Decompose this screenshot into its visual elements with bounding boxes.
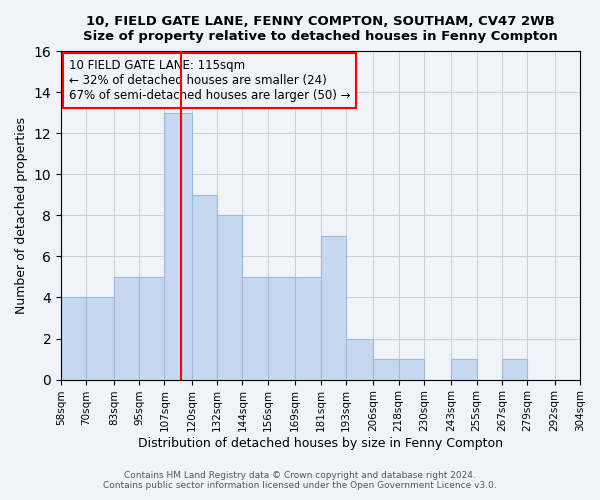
Bar (295, 277, 320, 380)
Bar (398, 359, 424, 380)
Bar (217, 216, 242, 380)
Y-axis label: Number of detached properties: Number of detached properties (15, 117, 28, 314)
Bar (242, 277, 268, 380)
X-axis label: Distribution of detached houses by size in Fenny Compton: Distribution of detached houses by size … (138, 437, 503, 450)
Bar (139, 277, 164, 380)
Text: Contains HM Land Registry data © Crown copyright and database right 2024.
Contai: Contains HM Land Registry data © Crown c… (103, 470, 497, 490)
Bar (451, 359, 476, 380)
Title: 10, FIELD GATE LANE, FENNY COMPTON, SOUTHAM, CV47 2WB
Size of property relative : 10, FIELD GATE LANE, FENNY COMPTON, SOUT… (83, 15, 558, 43)
Bar (502, 359, 527, 380)
Bar (192, 195, 217, 380)
Bar (164, 112, 192, 380)
Bar (268, 277, 295, 380)
Bar (114, 277, 139, 380)
Bar (373, 359, 398, 380)
Bar (346, 338, 373, 380)
Bar (61, 298, 86, 380)
Bar (86, 298, 114, 380)
Bar (320, 236, 346, 380)
Text: 10 FIELD GATE LANE: 115sqm
← 32% of detached houses are smaller (24)
67% of semi: 10 FIELD GATE LANE: 115sqm ← 32% of deta… (69, 60, 350, 102)
